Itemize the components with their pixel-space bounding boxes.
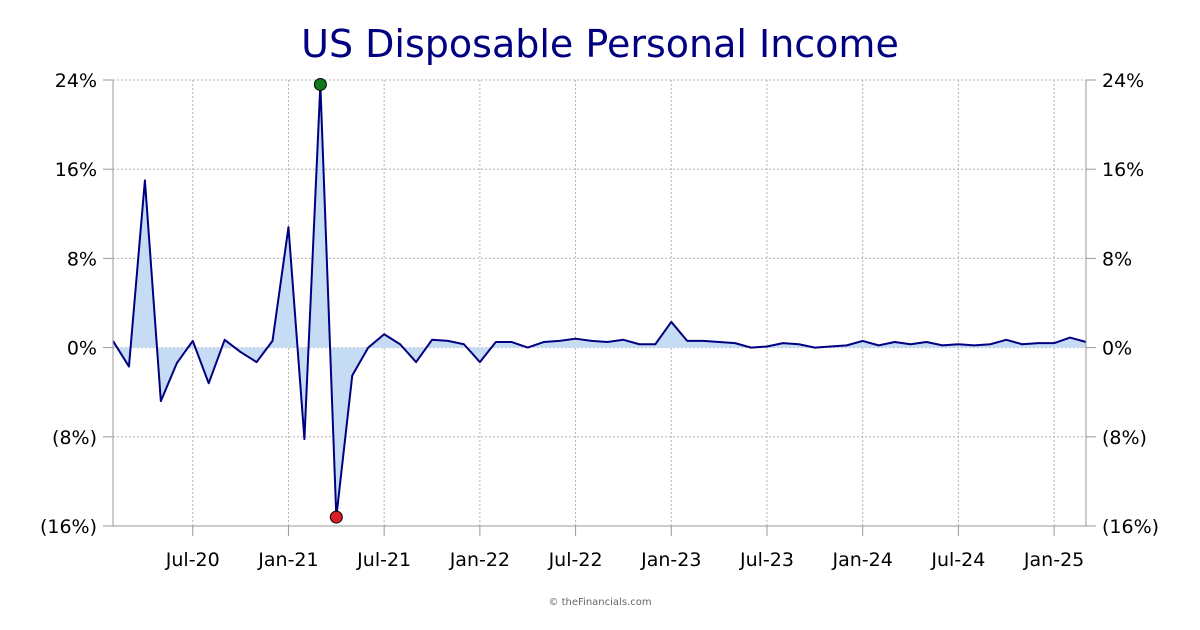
y-tick-label-right: 0% xyxy=(1102,338,1132,360)
x-tick-label: Jan-21 xyxy=(257,549,318,571)
y-tick-label-left: 8% xyxy=(67,248,97,270)
x-tick-label: Jan-24 xyxy=(832,549,893,571)
min-point-marker xyxy=(329,510,343,524)
series-area xyxy=(113,84,1086,518)
y-tick-label-right: 16% xyxy=(1102,159,1144,181)
x-tick-label: Jan-25 xyxy=(1023,549,1084,571)
x-tick-label: Jul-20 xyxy=(165,549,220,571)
y-tick-label-right: 8% xyxy=(1102,248,1132,270)
credit-text: © theFinancials.com xyxy=(548,597,652,608)
y-tick-label-left: 24% xyxy=(55,70,97,92)
y-tick-label-right: (8%) xyxy=(1102,427,1147,449)
series-line xyxy=(112,83,1087,519)
x-tick-label: Jul-23 xyxy=(739,549,794,571)
y-tick-label-right: 24% xyxy=(1102,70,1144,92)
y-tick-label-left: 0% xyxy=(67,338,97,360)
x-axis-labels: Jul-20 Jan-21 Jul-21 Jan-22 Jul-22 Jan-23 Jul-… xyxy=(165,549,1084,571)
x-tick-label: Jan-23 xyxy=(640,549,701,571)
grid-lines xyxy=(113,79,1086,526)
x-tick-label: Jul-21 xyxy=(356,549,411,571)
y-axis-right-labels: 24% 16% 8% 0% (8%) (16%) xyxy=(1102,70,1159,538)
axes xyxy=(103,79,1096,536)
y-tick-label-left: (8%) xyxy=(52,427,97,449)
series-path xyxy=(112,83,1087,519)
y-tick-label-left: 16% xyxy=(55,159,97,181)
max-point-marker xyxy=(313,77,327,91)
extreme-markers xyxy=(313,77,343,524)
y-tick-label-left: (16%) xyxy=(40,516,97,538)
x-tick-label: Jan-22 xyxy=(449,549,510,571)
x-tick-label: Jul-24 xyxy=(930,549,985,571)
chart-title: US Disposable Personal Income xyxy=(301,22,899,66)
area-fill xyxy=(113,84,1086,518)
y-axis-left-labels: 24% 16% 8% 0% (8%) (16%) xyxy=(40,70,97,538)
x-tick-label: Jul-22 xyxy=(548,549,603,571)
y-tick-label-right: (16%) xyxy=(1102,516,1159,538)
